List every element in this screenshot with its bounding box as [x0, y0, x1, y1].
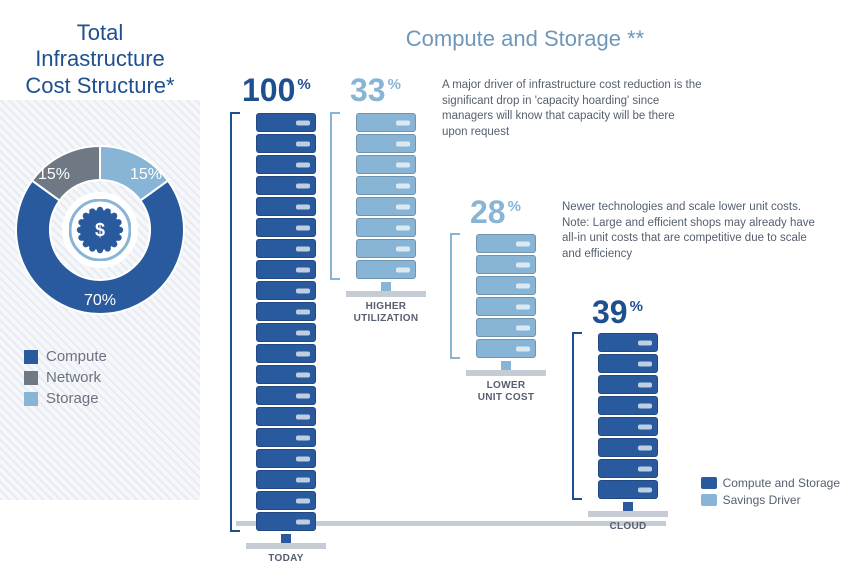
desc-utilization: A major driver of infrastructure cost re… — [442, 78, 702, 140]
dollar-badge-icon: $ — [69, 199, 131, 261]
pct-storage: 15% — [130, 166, 162, 184]
left-title: Total Infrastructure Cost Structure* — [0, 20, 200, 99]
legend-swatch — [24, 392, 38, 406]
legend-row: Savings Driver — [701, 493, 840, 507]
left-legend: Compute Network Storage — [24, 348, 200, 407]
stack-caption: TODAY — [268, 553, 303, 565]
legend-row: Compute and Storage — [701, 476, 840, 490]
stack-today: TODAY — [246, 112, 326, 565]
val-today: 100% — [242, 74, 311, 106]
stack-util: HIGHERUTILIZATION — [346, 112, 426, 325]
hatched-background: $ 70% 15% 15% Compute Network Storage — [0, 100, 200, 500]
desc-unit-cost: Newer technologies and scale lower unit … — [562, 200, 822, 262]
stack-caption: HIGHERUTILIZATION — [354, 301, 419, 325]
svg-text:$: $ — [95, 220, 105, 240]
stack-caption: CLOUD — [609, 521, 646, 533]
legend-label: Compute — [46, 348, 107, 365]
right-legend: Compute and Storage Savings Driver — [701, 473, 840, 510]
bracket-today — [230, 112, 240, 532]
chart-area: A major driver of infrastructure cost re… — [210, 68, 840, 548]
left-title-l2: Infrastructure — [0, 46, 200, 72]
right-title: Compute and Storage ** — [210, 26, 840, 52]
bracket-util — [330, 112, 340, 280]
legend-item: Network — [24, 369, 200, 386]
val-cost: 28% — [470, 196, 521, 228]
left-panel: Total Infrastructure Cost Structure* $ 7… — [0, 0, 200, 500]
legend-item: Storage — [24, 390, 200, 407]
pct-compute: 70% — [84, 292, 116, 310]
legend-swatch — [701, 494, 717, 506]
bracket-cost — [450, 233, 460, 359]
donut-chart: $ 70% 15% 15% — [10, 140, 190, 320]
legend-label: Savings Driver — [723, 493, 801, 507]
legend-swatch — [24, 350, 38, 364]
bracket-cloud — [572, 332, 582, 500]
legend-item: Compute — [24, 348, 200, 365]
right-panel: Compute and Storage ** A major driver of… — [210, 0, 840, 560]
donut-center: $ — [62, 192, 138, 268]
stack-caption: LOWERUNIT COST — [478, 380, 535, 404]
pct-network: 15% — [38, 166, 70, 184]
stack-cloud: CLOUD — [588, 332, 668, 533]
legend-label: Network — [46, 369, 101, 386]
val-util: 33% — [350, 74, 401, 106]
val-cloud: 39% — [592, 296, 643, 328]
legend-label: Compute and Storage — [723, 476, 840, 490]
left-title-l3: Cost Structure* — [0, 73, 200, 99]
left-title-l1: Total — [0, 20, 200, 46]
legend-swatch — [24, 371, 38, 385]
stack-cost: LOWERUNIT COST — [466, 233, 546, 404]
legend-label: Storage — [46, 390, 99, 407]
legend-swatch — [701, 477, 717, 489]
